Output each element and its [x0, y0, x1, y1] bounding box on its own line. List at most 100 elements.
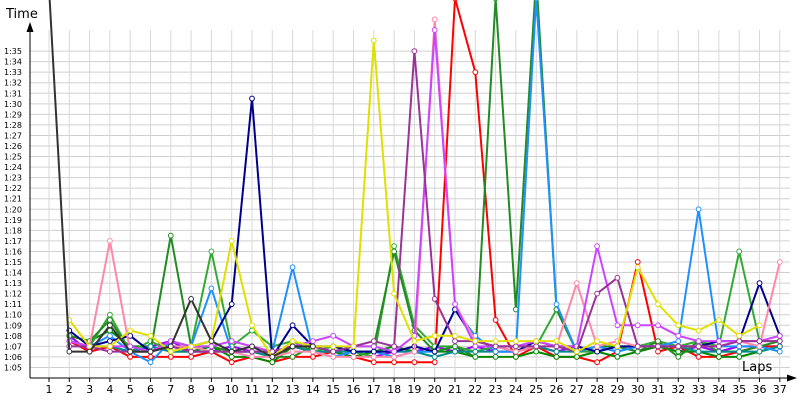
data-point [391, 248, 398, 255]
data-point [634, 259, 641, 265]
data-point [350, 354, 357, 360]
data-point [472, 348, 479, 355]
y-tick-label: 1:25 [4, 153, 22, 162]
data-point [167, 232, 174, 239]
data-point [370, 348, 377, 355]
data-point [756, 343, 763, 350]
data-point [695, 206, 702, 213]
data-point [695, 327, 702, 334]
data-point [573, 348, 580, 355]
x-tick-label: 34 [712, 383, 726, 396]
x-tick-label: 23 [489, 383, 503, 396]
x-tick-label: 37 [773, 383, 787, 396]
y-tick-label: 1:23 [4, 174, 22, 183]
x-tick-label: 6 [147, 383, 154, 396]
y-tick-label: 1:08 [4, 332, 22, 341]
data-point [208, 348, 215, 355]
data-point [716, 348, 722, 355]
data-point [675, 343, 682, 350]
x-tick-label: 36 [753, 383, 767, 396]
data-point [594, 243, 600, 250]
data-point [614, 348, 621, 355]
data-point [431, 348, 438, 355]
data-point [147, 343, 154, 350]
y-tick-label: 1:17 [4, 237, 22, 246]
data-point [452, 348, 458, 355]
data-point [228, 354, 235, 360]
data-point [269, 354, 276, 360]
data-point [330, 348, 337, 355]
data-point [533, 348, 540, 355]
x-tick-label: 5 [127, 383, 134, 396]
data-point [147, 354, 154, 360]
data-point [330, 354, 337, 360]
data-point [269, 359, 276, 366]
data-point [188, 354, 195, 360]
data-point [310, 354, 316, 360]
x-tick-label: 33 [692, 383, 706, 396]
data-point [147, 332, 154, 339]
y-tick-label: 1:24 [4, 163, 22, 172]
x-tick-label: 11 [245, 383, 259, 396]
data-point [594, 348, 600, 355]
data-point [513, 348, 519, 355]
data-point [188, 343, 195, 350]
data-point [655, 322, 661, 329]
x-tick-label: 27 [570, 383, 584, 396]
data-point [208, 343, 215, 350]
data-point [614, 354, 621, 360]
data-point [573, 354, 580, 360]
data-point [310, 343, 316, 350]
data-point [431, 16, 438, 23]
data-point [411, 348, 418, 355]
series-lines [48, 0, 783, 366]
y-tick-label: 1:07 [4, 342, 22, 351]
data-point [776, 343, 783, 350]
series-10 [66, 27, 783, 355]
x-tick-labels: 1 2 3 4 5 6 7 8 9 10 11 12 13 14 15 16 17 18 19 20 21 22 23 24 2… [46, 383, 787, 396]
data-point [107, 311, 113, 318]
data-point [249, 348, 255, 355]
data-point [107, 332, 113, 339]
data-point [330, 332, 337, 339]
data-point [716, 343, 722, 350]
y-tick-label: 1:10 [4, 311, 22, 320]
data-point [167, 348, 174, 355]
x-axis-label: Laps [742, 360, 772, 375]
y-tick-label: 1:27 [4, 131, 22, 140]
data-point [350, 348, 357, 355]
data-point [66, 348, 73, 355]
data-point [431, 27, 438, 33]
data-point [391, 354, 398, 360]
data-point [675, 354, 682, 360]
data-point [736, 338, 743, 344]
data-point [553, 338, 560, 344]
data-point [370, 354, 377, 360]
data-point [472, 338, 479, 344]
x-tick-label: 8 [188, 383, 195, 396]
data-point [411, 338, 418, 344]
data-point [391, 290, 398, 297]
data-point [695, 354, 702, 360]
data-point [533, 0, 539, 2]
data-point [107, 322, 113, 329]
series-line [68, 97, 781, 358]
data-point [655, 301, 661, 308]
data-point [776, 332, 783, 339]
x-tick-label: 21 [448, 383, 462, 396]
series-line [69, 0, 781, 358]
data-point [249, 354, 255, 360]
data-point [675, 338, 682, 344]
data-point [634, 322, 641, 329]
data-point [472, 69, 479, 76]
data-point [452, 301, 458, 308]
data-point [695, 338, 702, 344]
data-point [431, 296, 438, 302]
data-point [431, 354, 438, 360]
data-point [736, 348, 743, 355]
data-point [289, 322, 296, 329]
data-point [533, 338, 540, 344]
data-point [716, 317, 722, 323]
data-point [634, 348, 641, 355]
